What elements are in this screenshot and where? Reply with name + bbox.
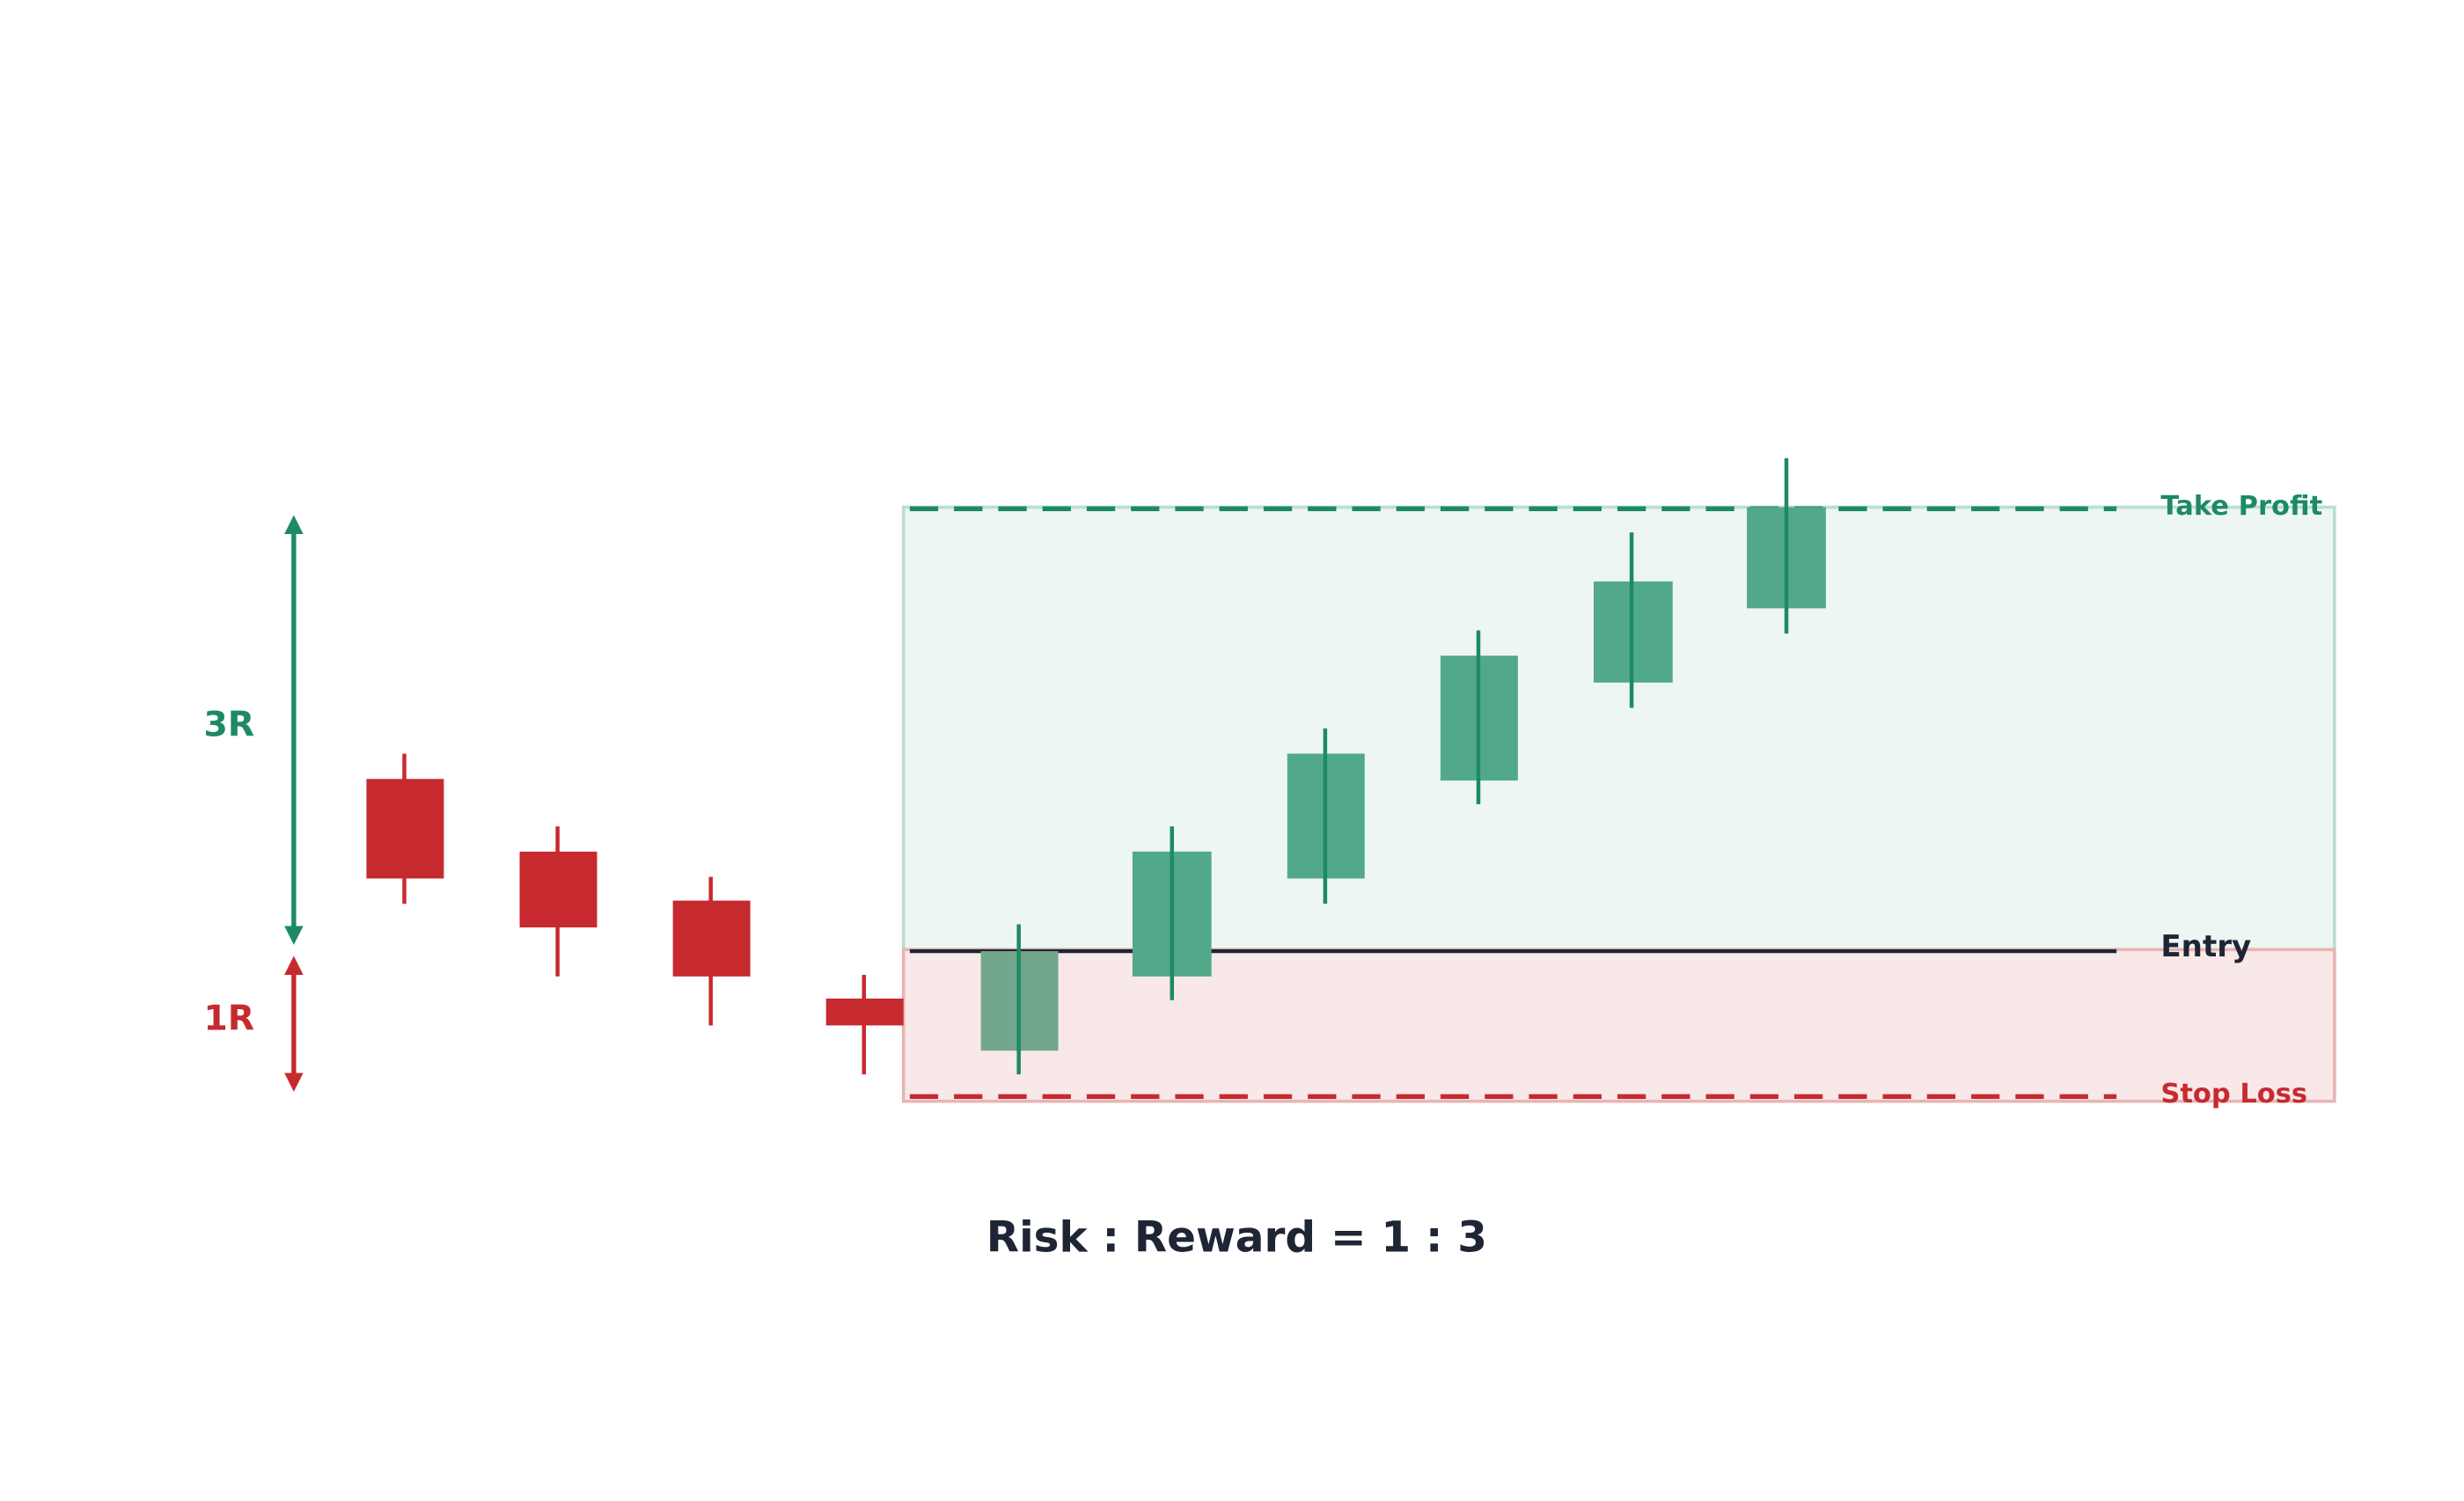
candle-body bbox=[672, 900, 751, 977]
risk-zone bbox=[901, 948, 2336, 1103]
risk-label: 1R bbox=[203, 999, 254, 1039]
caption: Risk : Reward = 1 : 3 bbox=[986, 1213, 1487, 1263]
take-profit-label: Take Profit bbox=[2160, 491, 2322, 522]
stop-loss-label: Stop Loss bbox=[2160, 1079, 2307, 1109]
entry-label: Entry bbox=[2160, 929, 2251, 964]
candle-body bbox=[366, 779, 444, 879]
reward-zone bbox=[901, 505, 2336, 952]
bearish-candles bbox=[366, 753, 904, 1075]
candle-body bbox=[825, 998, 904, 1026]
candle-body bbox=[519, 851, 598, 928]
bullish-candles bbox=[980, 458, 1826, 1075]
reward-label: 3R bbox=[203, 705, 254, 745]
